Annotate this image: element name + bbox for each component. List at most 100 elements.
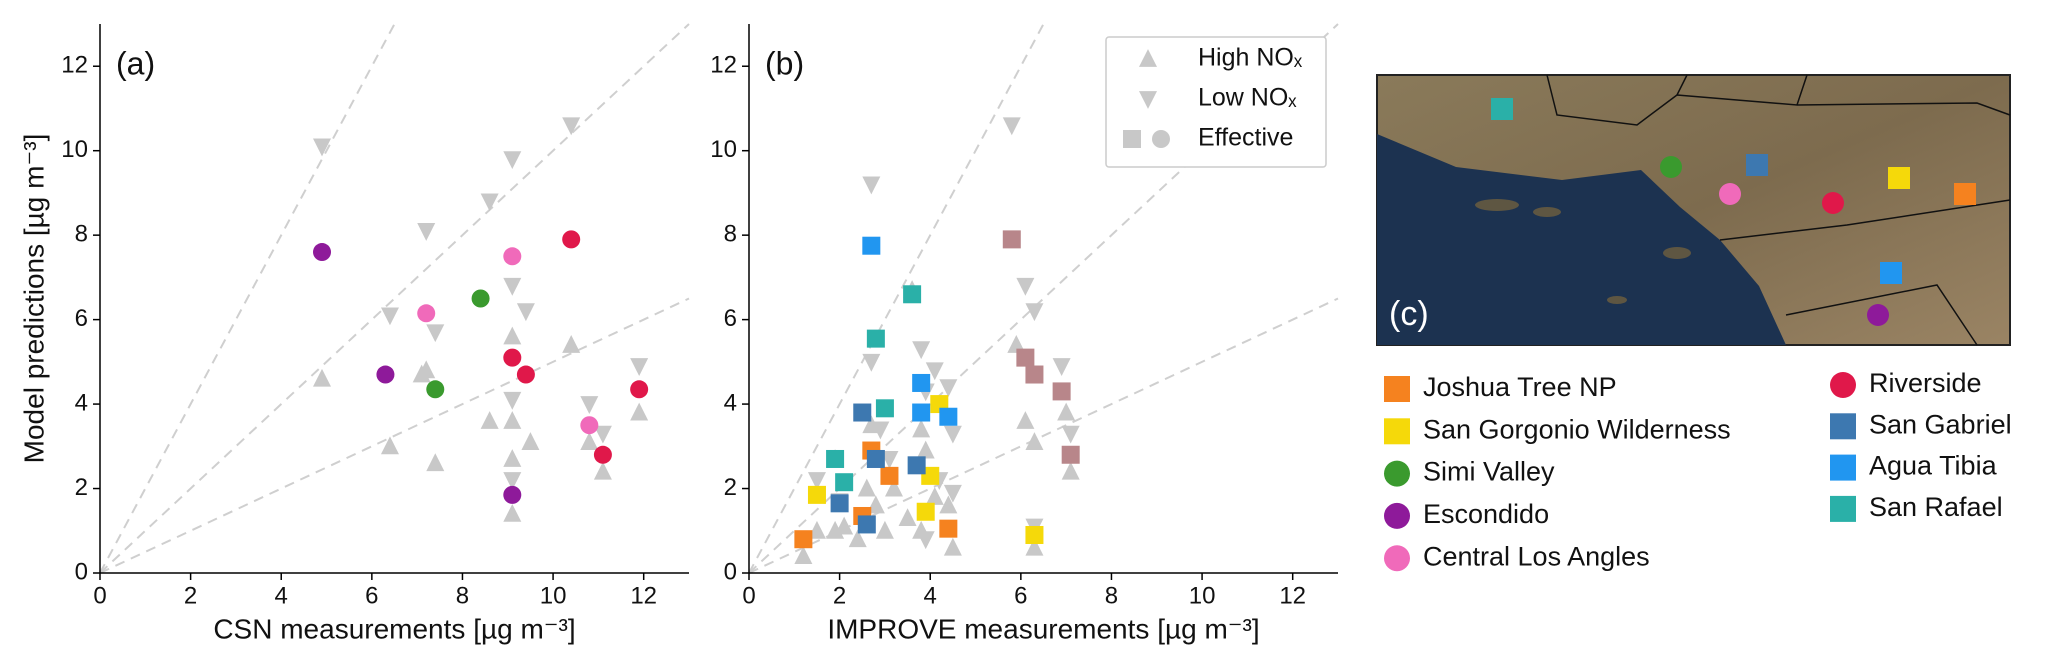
data-point	[503, 277, 522, 296]
data-point	[313, 243, 332, 262]
map-site-marker	[1822, 192, 1844, 214]
site-legend-label: San Gorgonio Wilderness	[1423, 414, 1731, 444]
site-legend-marker	[1830, 413, 1856, 440]
data-point	[1061, 445, 1080, 464]
data-point	[857, 478, 876, 497]
x-tick-label: 0	[93, 582, 106, 609]
data-point	[916, 502, 935, 521]
data-point	[1025, 432, 1044, 451]
data-point	[1025, 303, 1044, 322]
data-point	[380, 307, 399, 326]
site-legend-label: Riverside	[1869, 368, 1982, 398]
data-point	[503, 503, 522, 522]
x-tick-label: 4	[924, 582, 937, 609]
map-island	[1533, 207, 1561, 217]
data-point	[880, 466, 899, 485]
data-point	[503, 151, 522, 170]
data-point	[943, 425, 962, 444]
y-tick-label: 8	[75, 220, 88, 247]
reference-line	[99, 23, 690, 574]
data-point	[939, 495, 958, 514]
data-point	[871, 421, 890, 440]
data-point	[1002, 230, 1021, 249]
x-tick-label: 0	[742, 582, 755, 609]
data-point	[916, 531, 935, 550]
data-point	[939, 519, 958, 538]
site-legend-marker	[1384, 502, 1410, 529]
data-point	[794, 530, 813, 549]
panel-label: (b)	[765, 45, 804, 81]
site-legend-marker	[1384, 460, 1410, 487]
map-site-marker	[1880, 262, 1902, 284]
x-tick-label: 8	[456, 582, 469, 609]
data-point	[480, 411, 499, 429]
panel-label: (a)	[116, 45, 155, 81]
data-point	[862, 353, 881, 372]
data-point	[1025, 537, 1044, 556]
x-tick-label: 6	[365, 582, 378, 609]
reference-line	[748, 23, 1045, 574]
data-point	[1016, 348, 1035, 367]
x-tick-label: 10	[1189, 582, 1216, 609]
data-point	[480, 193, 499, 212]
site-legend-marker	[1384, 545, 1410, 572]
y-tick-label: 12	[710, 52, 737, 79]
map-site-marker	[1746, 154, 1768, 176]
legend-marker	[1139, 49, 1157, 67]
data-point	[862, 236, 881, 255]
data-point	[503, 485, 522, 504]
data-point	[562, 230, 581, 249]
x-axis-label: CSN measurements [µg m⁻³]	[213, 613, 575, 644]
reference-line	[99, 297, 690, 574]
legend-marker	[1139, 91, 1157, 109]
y-axis-label: Model predictions [µg m⁻³]	[18, 134, 49, 464]
data-point	[503, 391, 522, 410]
data-point	[1016, 411, 1035, 429]
data-point	[562, 335, 581, 353]
data-point	[1061, 425, 1080, 444]
site-legend-marker	[1830, 372, 1856, 398]
data-point	[1025, 365, 1044, 384]
data-point	[503, 449, 522, 467]
x-tick-label: 6	[1014, 582, 1027, 609]
data-point	[1016, 277, 1035, 296]
y-tick-label: 6	[724, 305, 737, 332]
data-point	[857, 515, 876, 534]
data-point	[503, 247, 522, 266]
data-point	[907, 456, 926, 475]
data-point	[925, 487, 944, 505]
data-point	[862, 176, 881, 195]
data-point	[1061, 461, 1080, 480]
map-border	[1546, 74, 2011, 346]
data-point	[1057, 402, 1076, 421]
x-tick-label: 12	[630, 582, 657, 609]
data-point	[1052, 358, 1071, 376]
data-point	[830, 494, 849, 513]
data-point	[866, 449, 885, 468]
data-point	[925, 362, 944, 381]
legend-label: Effective	[1198, 124, 1293, 152]
data-point	[943, 537, 962, 556]
map-island	[1663, 247, 1691, 259]
map-site-marker	[1491, 98, 1513, 120]
y-tick-label: 4	[724, 389, 737, 416]
legend-marker	[1123, 130, 1141, 148]
x-axis-label: IMPROVE measurements [µg m⁻³]	[827, 613, 1259, 644]
data-point	[807, 485, 826, 504]
map-ocean	[1377, 134, 1786, 345]
data-point	[630, 402, 649, 421]
y-tick-label: 0	[75, 558, 88, 585]
site-legend-label: Central Los Angles	[1423, 541, 1650, 571]
y-tick-label: 6	[75, 305, 88, 332]
site-legend-label: Joshua Tree NP	[1423, 372, 1617, 402]
data-point	[794, 546, 813, 565]
data-point	[376, 365, 395, 384]
site-legend-label: Simi Valley	[1423, 457, 1555, 487]
data-point	[826, 449, 845, 468]
data-point	[593, 425, 612, 444]
data-point	[593, 445, 612, 464]
data-point	[503, 411, 522, 429]
data-point	[875, 399, 894, 418]
map-site-marker	[1719, 183, 1741, 205]
